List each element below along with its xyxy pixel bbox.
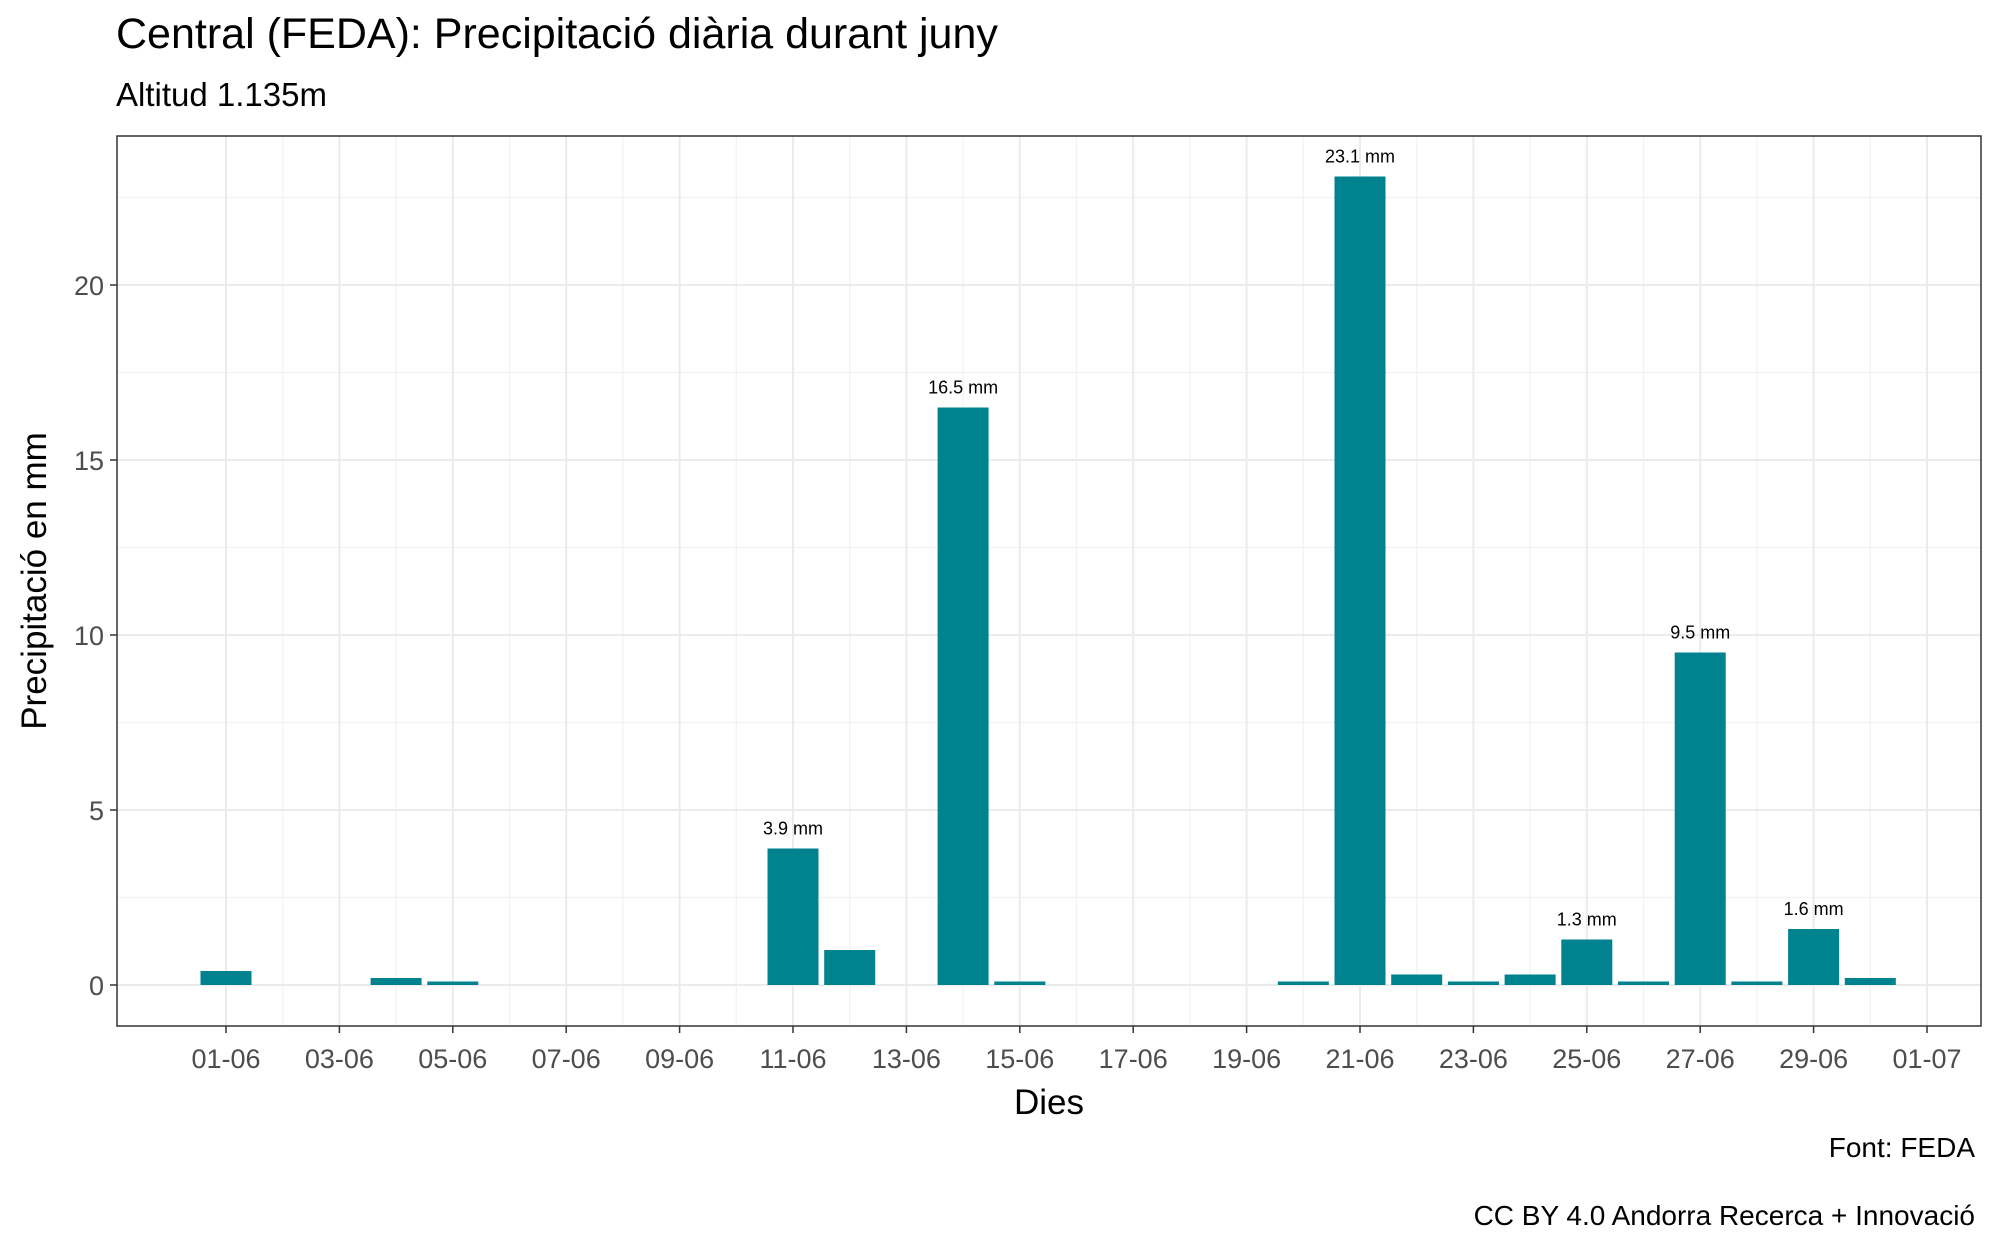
x-tick-label: 01-06 [191, 1044, 260, 1074]
bar [1731, 981, 1783, 985]
bar-value-label: 23.1 mm [1325, 147, 1395, 167]
bar-labels: 3.9 mm 16.5 mm 23.1 mm 1.3 mm 9.5 mm 1.6 mm [763, 147, 1844, 930]
bar [994, 981, 1046, 985]
x-axis-title: Dies [1014, 1083, 1084, 1122]
chart-subtitle: Altitud 1.135m [116, 76, 327, 113]
bar [1674, 652, 1726, 985]
bar [1391, 974, 1443, 985]
x-tick-label: 03-06 [305, 1044, 374, 1074]
bar [767, 848, 819, 985]
y-tick-label: 20 [74, 271, 104, 301]
bar [1334, 176, 1386, 985]
source-caption: Font: FEDA [1828, 1132, 1975, 1163]
chart-title: Central (FEDA): Precipitació diària dura… [116, 10, 998, 58]
axes: 0 5 10 15 20 01-06 03-06 05-06 07-06 09-06 11-06 13… [74, 271, 1962, 1074]
bar [1788, 929, 1840, 985]
bar [370, 978, 422, 985]
bar-value-label: 16.5 mm [928, 378, 998, 398]
grid-lines [117, 136, 1981, 1026]
x-tick-label: 05-06 [418, 1044, 487, 1074]
x-tick-label: 11-06 [759, 1044, 826, 1074]
bar [1277, 981, 1329, 985]
bar [427, 981, 479, 985]
x-tick-label: 23-06 [1439, 1044, 1508, 1074]
bar [200, 971, 252, 985]
bar-value-label: 3.9 mm [763, 819, 823, 839]
x-tick-label: 07-06 [532, 1044, 601, 1074]
x-tick-label: 09-06 [645, 1044, 714, 1074]
bar-value-label: 1.3 mm [1557, 910, 1617, 930]
x-tick-label: 19-06 [1212, 1044, 1281, 1074]
y-axis-title: Precipitació en mm [15, 432, 54, 730]
bar-value-label: 1.6 mm [1784, 899, 1844, 919]
x-tick-label: 27-06 [1666, 1044, 1735, 1074]
bar [824, 950, 876, 985]
bar [937, 407, 989, 985]
x-tick-label: 29-06 [1779, 1044, 1848, 1074]
bars [200, 176, 1896, 985]
bar [1504, 974, 1556, 985]
x-tick-label: 01-07 [1892, 1044, 1961, 1074]
y-tick-label: 5 [89, 796, 104, 826]
license-caption: CC BY 4.0 Andorra Recerca + Innovació [1473, 1200, 1975, 1231]
x-tick-label: 15-06 [985, 1044, 1054, 1074]
bar [1561, 939, 1613, 985]
plot-panel-border [116, 135, 1982, 1027]
y-tick-label: 15 [74, 446, 104, 476]
x-tick-label: 21-06 [1325, 1044, 1394, 1074]
bar [1844, 978, 1896, 985]
bar [1618, 981, 1669, 985]
x-tick-label: 17-06 [1099, 1044, 1168, 1074]
y-tick-label: 0 [89, 971, 104, 1001]
x-tick-label: 13-06 [872, 1044, 941, 1074]
y-tick-label: 10 [74, 621, 104, 651]
bar [1447, 981, 1499, 985]
bar-value-label: 9.5 mm [1670, 623, 1730, 643]
x-tick-label: 25-06 [1552, 1044, 1621, 1074]
